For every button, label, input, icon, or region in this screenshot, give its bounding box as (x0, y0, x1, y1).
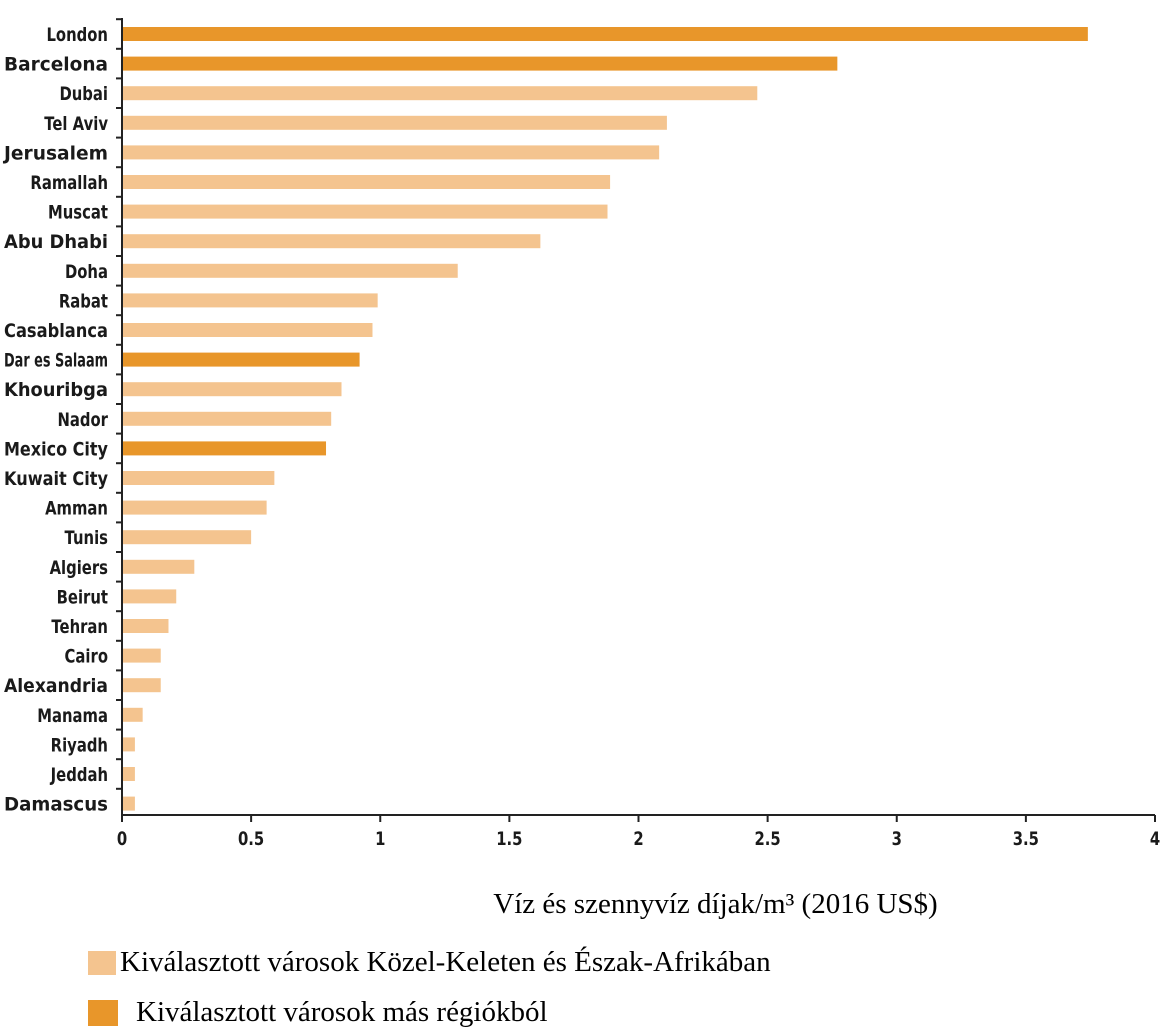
bar-abu-dhabi (123, 234, 541, 249)
bar-casablanca (123, 323, 373, 337)
x-tick-label: 1 (375, 828, 385, 850)
legend-item-other: Kiválasztott városok más régiókból (88, 996, 548, 1029)
bar-nador (123, 411, 332, 426)
bar-london (123, 27, 1088, 41)
category-label: Rabat (59, 290, 108, 312)
category-label: Abu Dhabi (4, 231, 108, 253)
x-axis-label: Víz és szennyvíz díjak/m³ (2016 US$) (493, 888, 938, 920)
category-label: Jerusalem (2, 142, 108, 164)
bar-chart: London Barcelona Dubai Tel Aviv Jerusalem Ram… (2, 18, 1160, 850)
bar-tehran (123, 619, 169, 633)
category-label: Muscat (48, 202, 108, 224)
category-label: Algiers (50, 557, 108, 579)
bar-kuwait-city (123, 471, 275, 485)
category-label: Damascus (4, 794, 108, 816)
bar-tunis (123, 530, 252, 545)
x-tick-label: 0.5 (238, 828, 264, 850)
category-label: Dubai (59, 83, 108, 105)
bar-jerusalem (123, 145, 660, 160)
category-label: Kuwait City (4, 468, 109, 490)
category-label: Amman (45, 498, 108, 520)
category-label: Beirut (57, 586, 108, 608)
category-label: Tehran (51, 616, 108, 638)
category-label: Riyadh (51, 734, 108, 756)
category-label: Jeddah (49, 764, 108, 786)
bar-mexico-city (123, 441, 327, 456)
category-label: London (46, 24, 108, 46)
x-tick-label: 2.5 (754, 828, 780, 850)
legend-swatch-other (88, 999, 118, 1026)
category-label: Doha (65, 261, 108, 283)
category-label: Ramallah (30, 172, 108, 194)
bar-doha (123, 263, 458, 278)
category-label: Manama (37, 705, 108, 727)
category-label: Tunis (65, 527, 108, 549)
x-tick-label: 0 (117, 828, 127, 850)
bar-barcelona (123, 56, 838, 71)
x-tick-label: 4 (1150, 828, 1160, 850)
bar-dubai (123, 86, 758, 101)
legend-label-other: Kiválasztott városok más régiókból (136, 996, 548, 1028)
bar-algiers (123, 559, 195, 574)
bar-manama (123, 707, 143, 722)
category-label: Tel Aviv (44, 113, 108, 135)
x-tick-label: 1.5 (496, 828, 522, 850)
legend-swatch-mena (88, 950, 116, 975)
category-label: Alexandria (4, 675, 108, 697)
legend-label-mena: Kiválasztott városok Közel-Keleten és És… (120, 946, 771, 978)
category-label: Khouribga (4, 379, 108, 401)
bar-riyadh (123, 737, 135, 752)
bar-alexandria (123, 678, 161, 693)
category-label: Cairo (65, 646, 108, 668)
bar-dar-es-salaam (123, 352, 360, 367)
category-label: Barcelona (4, 54, 108, 76)
bar-rabat (123, 293, 378, 308)
category-label: Casablanca (4, 320, 108, 342)
x-tick-label: 3.5 (1013, 828, 1039, 850)
bar-damascus (123, 796, 135, 811)
category-label: Dar es Salaam (4, 350, 108, 372)
x-tick-label: 2 (633, 828, 643, 850)
category-label: Mexico City (4, 438, 109, 460)
bar-tel-aviv (123, 115, 667, 130)
bar-muscat (123, 204, 608, 219)
category-label: Nador (57, 409, 108, 431)
bar-ramallah (123, 175, 611, 189)
bar-beirut (123, 589, 177, 604)
x-tick-label: 3 (892, 828, 902, 850)
bar-khouribga (123, 382, 342, 397)
bar-cairo (123, 648, 161, 663)
bar-jeddah (123, 767, 135, 781)
legend-item-mena: Kiválasztott városok Közel-Keleten és És… (88, 946, 771, 979)
bar-amman (123, 500, 267, 515)
